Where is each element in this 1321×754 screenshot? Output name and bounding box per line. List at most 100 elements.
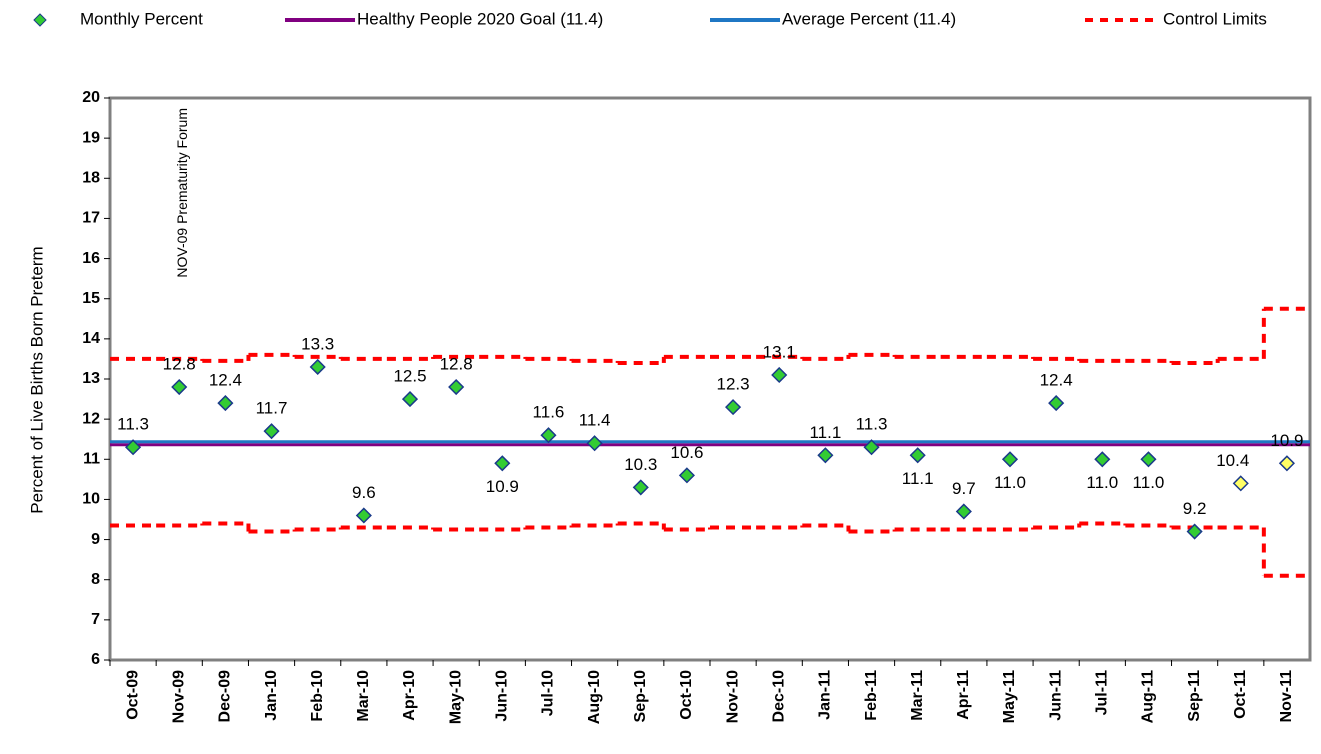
y-tick-label: 11 [83, 451, 100, 468]
legend-label: Monthly Percent [80, 9, 203, 28]
x-tick-label: Aug-10 [586, 670, 603, 724]
y-tick-label: 10 [82, 491, 100, 508]
x-tick-label: Jul-10 [540, 670, 557, 716]
x-tick-label: Nov-09 [170, 670, 187, 723]
x-tick-label: May-10 [447, 670, 464, 724]
data-label: 11.6 [533, 403, 565, 422]
x-tick-label: Apr-11 [955, 670, 972, 720]
data-point [586, 435, 603, 452]
data-label: 9.2 [1183, 499, 1207, 518]
data-point [1001, 451, 1019, 468]
data-point [125, 439, 142, 456]
data-point [1232, 475, 1249, 492]
x-tick-label: Jun-11 [1047, 670, 1064, 721]
data-label: 11.0 [1086, 473, 1118, 492]
data-label: 12.4 [209, 371, 242, 390]
data-label: 12.3 [717, 375, 750, 394]
x-tick-label: Mar-10 [355, 670, 372, 722]
data-point [355, 507, 372, 524]
data-label: 11.0 [994, 473, 1026, 492]
data-point [263, 423, 280, 440]
y-tick-label: 12 [82, 410, 100, 427]
data-point [1278, 455, 1295, 472]
x-tick-label: Feb-11 [863, 670, 880, 721]
data-label: 12.8 [163, 355, 196, 374]
x-tick-label: May-11 [1001, 670, 1018, 723]
y-tick-label: 14 [82, 330, 100, 347]
data-label: 10.3 [624, 455, 657, 474]
y-tick-label: 9 [91, 531, 100, 548]
data-point [632, 479, 649, 496]
x-tick-label: Mar-11 [909, 670, 926, 721]
y-tick-label: 13 [82, 370, 100, 387]
data-point [494, 455, 511, 472]
data-label: 10.9 [486, 477, 519, 496]
data-point [955, 503, 972, 520]
x-tick-label: Dec-10 [770, 670, 787, 723]
data-point [678, 467, 695, 484]
data-label: 12.4 [1040, 371, 1073, 390]
data-point [1048, 395, 1065, 412]
data-point [1186, 523, 1203, 540]
data-label: 9.7 [952, 479, 976, 498]
x-tick-label: Oct-11 [1232, 670, 1249, 719]
y-tick-label: 15 [82, 290, 100, 307]
data-point [817, 447, 834, 464]
data-label: 11.1 [902, 469, 934, 488]
data-label: 9.6 [352, 483, 376, 502]
y-tick-label: 19 [82, 129, 100, 146]
x-tick-label: Jul-11 [1094, 670, 1111, 715]
x-tick-label: Sep-10 [632, 670, 649, 723]
data-label: 13.1 [763, 342, 796, 361]
y-tick-label: 16 [82, 250, 100, 267]
data-point [863, 439, 880, 456]
x-tick-label: Oct-09 [124, 670, 141, 720]
x-tick-label: Jun-10 [494, 670, 511, 722]
x-tick-label: Jan-10 [263, 670, 280, 721]
legend-label: Average Percent (11.4) [782, 9, 956, 28]
data-label: 10.6 [670, 443, 703, 462]
x-tick-label: Oct-10 [678, 670, 695, 720]
y-tick-label: 17 [82, 210, 100, 227]
y-tick-label: 18 [82, 170, 100, 187]
y-tick-label: 8 [91, 571, 100, 588]
y-tick-label: 7 [91, 611, 100, 628]
y-axis-title: Percent of Live Births Born Preterm [27, 246, 46, 513]
x-tick-label: Sep-11 [1186, 670, 1203, 722]
x-tick-label: Dec-09 [217, 670, 234, 723]
data-label: 11.3 [117, 415, 149, 434]
data-label: 11.4 [579, 411, 611, 430]
data-point [309, 358, 326, 376]
annotation: NOV-09 Prematurity Forum [174, 108, 190, 278]
x-tick-label: Apr-10 [401, 670, 418, 721]
data-label: 12.5 [393, 367, 426, 386]
y-tick-label: 6 [91, 651, 100, 668]
x-tick-label: Aug-11 [1140, 670, 1157, 723]
data-label: 11.1 [809, 423, 841, 442]
data-label: 10.9 [1270, 431, 1303, 450]
legend-label: Control Limits [1163, 9, 1267, 28]
y-tick-label: 20 [82, 89, 100, 106]
data-point [217, 395, 234, 412]
data-point [1094, 451, 1111, 468]
data-point [1140, 451, 1157, 468]
data-label: 11.7 [256, 399, 288, 418]
x-tick-label: Nov-11 [1278, 670, 1295, 723]
data-label: 13.3 [301, 334, 334, 353]
data-point [909, 447, 926, 464]
legend-marker [33, 13, 47, 27]
x-tick-label: Feb-10 [309, 670, 326, 722]
data-point [540, 427, 557, 444]
data-point [171, 378, 188, 396]
data-label: 12.8 [440, 355, 473, 374]
data-point [725, 399, 742, 416]
x-tick-label: Nov-10 [724, 670, 741, 723]
legend-label: Healthy People 2020 Goal (11.4) [357, 9, 603, 28]
data-label: 11.0 [1133, 473, 1165, 492]
data-point [771, 366, 788, 384]
data-label: 10.4 [1216, 451, 1249, 470]
x-tick-label: Jan-11 [817, 670, 834, 720]
data-point [401, 391, 419, 408]
data-point [448, 378, 465, 396]
